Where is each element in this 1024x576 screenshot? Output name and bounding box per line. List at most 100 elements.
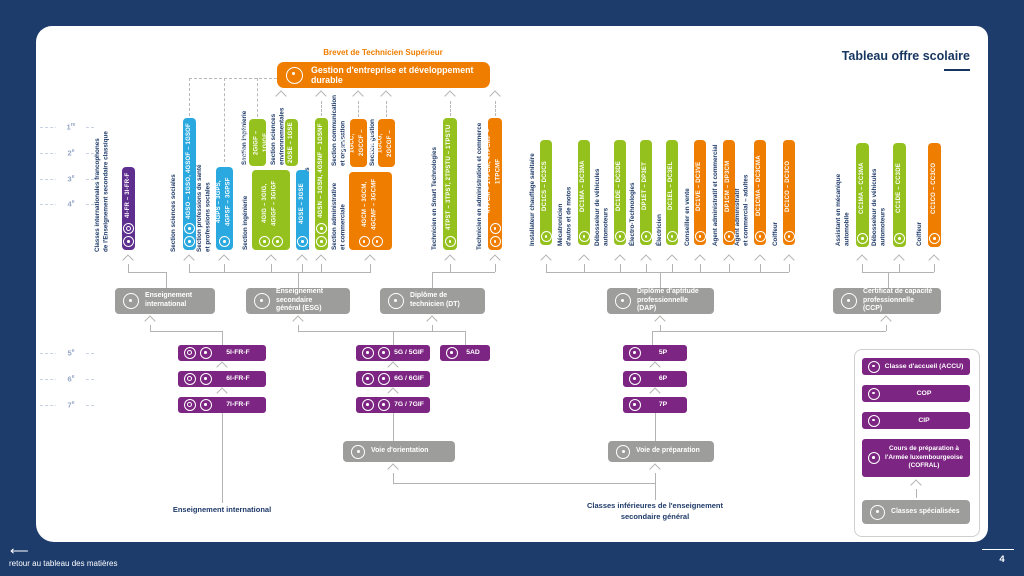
orientation-icon [362,373,374,385]
connector [432,272,495,273]
connector [150,325,151,331]
globe-icon [184,399,196,411]
class-box-cop: COP [862,385,970,402]
orientation-icon [362,399,374,411]
track-bar: 4GSO – 1GSO, 4GSOF – 1GSOF [183,118,196,250]
bts-badge-icon [286,66,303,84]
connector [652,331,653,345]
program-pictogram-icon [184,236,195,247]
track-bar: DC1CS – DC3CS [540,140,552,245]
connector [370,264,371,272]
program-pictogram-icon [259,236,270,247]
track-label: Installateur chauffage sanitaire [529,153,536,246]
program-pictogram-icon [219,236,230,247]
international-caption: Enseignement international [172,505,272,514]
connector [934,264,935,272]
track-label: Assistant en mécanique automobile [835,173,851,246]
track-label: Section professions de santé et professi… [196,164,212,252]
track-bar: 2GCC – 1GCC, 2GCCF – 1GCCF [340,119,375,167]
program-pictogram-icon [272,236,283,247]
connector [700,264,701,272]
connector [450,101,451,116]
trade-pictogram-icon [694,231,706,242]
track-label: Technicien en administration et commerce [476,122,483,250]
connector [393,413,394,441]
title-underline [944,69,970,71]
class-pictogram-icon [868,387,880,400]
class-pictogram-icon [629,399,641,411]
page-title: Tableau offre scolaire [841,49,970,63]
class-pictogram-icon [200,399,212,411]
connector [899,264,900,272]
track-label: Technicien en Smart Technologies [431,147,438,250]
track-bar: DP1ET – DP3ET [640,140,652,245]
connector [128,272,167,273]
class-box-5p: 5P [623,345,687,361]
program-pictogram-icon [358,236,370,247]
class-box-5g: 5G / 5GIF [356,345,430,361]
program-pictogram-icon [444,236,456,247]
connector [660,272,661,288]
class-pictogram-icon [378,399,390,411]
back-link[interactable]: retour au tableau des matières [9,559,118,568]
connector [584,264,585,272]
program-pictogram-icon [297,236,308,247]
trade-pictogram-icon [754,231,766,242]
track-bar: CC1MA – CC3MA [856,143,869,247]
class-box-6p: 6P [623,371,687,387]
connector [166,272,167,288]
connector [862,264,863,272]
orientation-icon [351,444,365,459]
voie-orientation-box: Voie d'orientation [343,441,455,462]
orientation-icon [446,347,458,359]
trade-pictogram-icon [540,231,552,242]
trade-pictogram-icon [614,231,626,242]
track-label: Débosseleur de véhicules automoteurs [594,168,610,246]
row-label-5e: 5e [56,348,86,358]
connector [888,272,889,288]
class-pictogram-icon [868,360,880,373]
track-bar: DC1MA – DC3MA [578,140,590,245]
diploma-icon [388,293,404,309]
track-bar: 4TPST – 3TPST, 2TPSTU – 1TPSTU [443,118,457,250]
row-label-7e: 7e [56,400,86,410]
trade-pictogram-icon [578,231,590,242]
connector [189,78,277,79]
voie-preparation-box: Voie de préparation [608,441,714,462]
connector [620,264,621,272]
back-arrow-icon[interactable]: ⟵ [10,543,29,558]
connector [358,101,359,117]
track-bar: 2GSE – 1GSE [285,119,298,166]
trade-pictogram-icon [929,233,940,244]
program-pictogram-icon [184,223,195,234]
connector [302,264,303,272]
class-box-5ifrf: 5I-FR-F [178,345,266,361]
track-label: Agent administratif et commercial – adul… [734,174,750,246]
track-label: Agent administratif et commercial [712,144,719,246]
connector [321,101,322,116]
class-pictogram-icon [200,373,212,385]
connector [224,264,225,272]
diploma-box-ccp: Certificat de capacité professionnelle (… [833,288,941,314]
class-pictogram-icon [378,373,390,385]
track-bar: 4GSN – 1GSN, 4GSNF – 1GSNF [315,118,328,250]
bts-box: Gestion d'entreprise et développement du… [277,62,490,88]
connector [393,473,394,483]
connector [432,325,433,331]
connector [886,325,887,331]
connector [760,264,761,272]
class-box-5ad: 5AD [440,345,490,361]
track-bar: CC1DE – CC3DE [893,143,906,247]
row-label-2e: 2e [56,148,86,158]
track-label: Électricien [656,214,663,246]
classes-specialisees-box: Classes spécialisées [862,500,970,524]
connector [660,325,661,331]
track-bar: DC1VE – DC3VE [694,140,706,245]
program-pictogram-icon [371,236,383,247]
diploma-box-international: Enseignement international [115,288,215,314]
connector [222,413,223,503]
program-pictogram-icon [316,223,327,234]
connector [189,264,190,272]
class-box-6ifrf: 6I-FR-F [178,371,266,387]
